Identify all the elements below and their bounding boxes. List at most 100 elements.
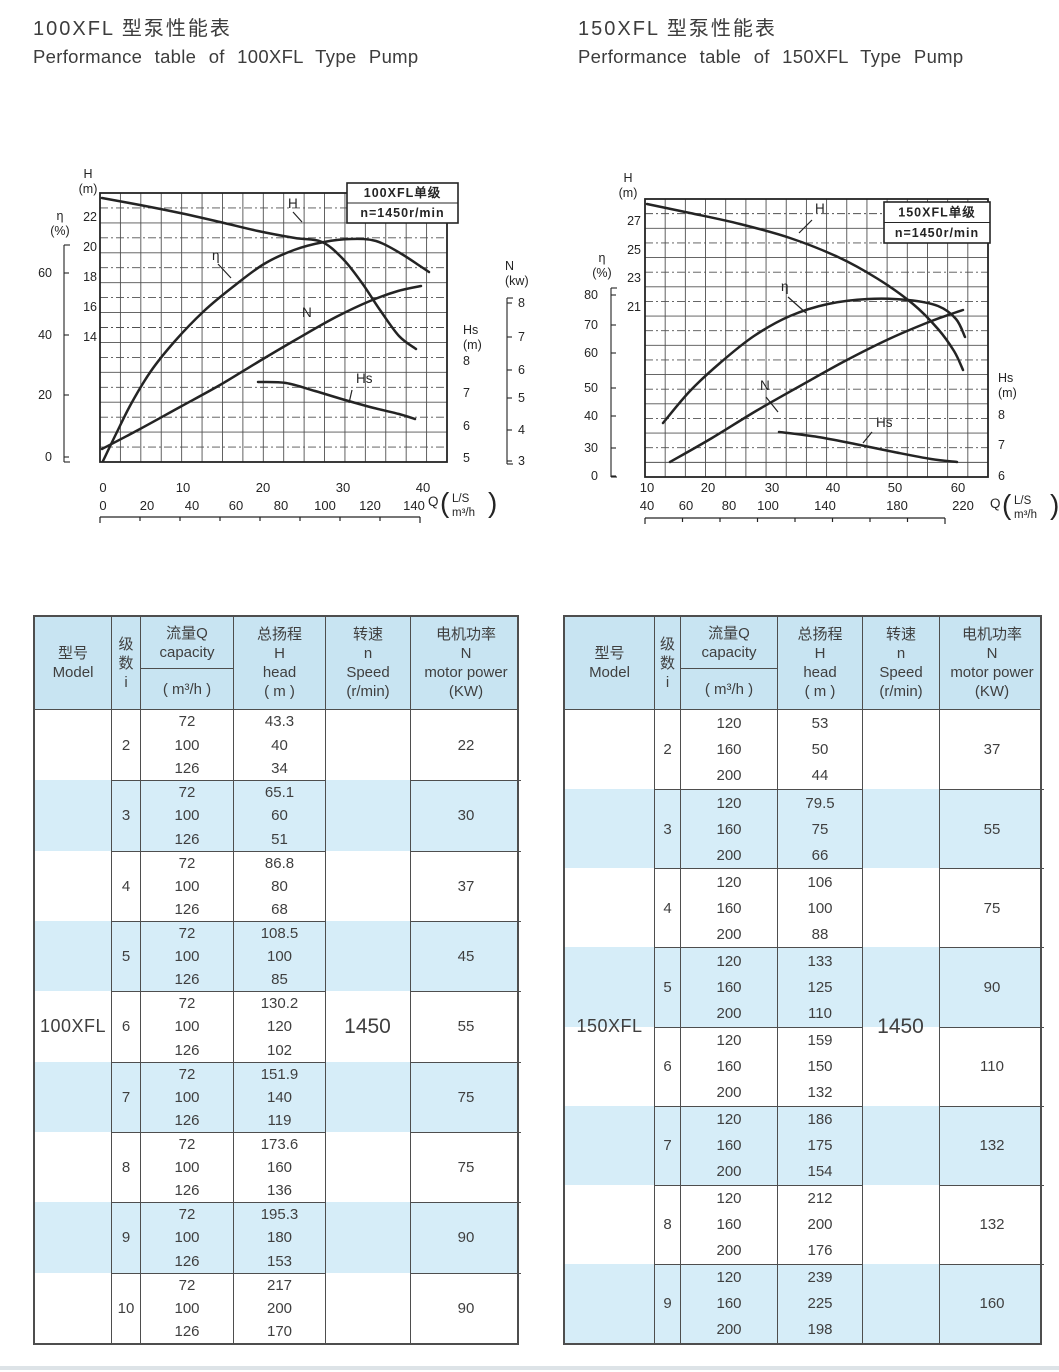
capacity-cell: 72 100 126 xyxy=(140,1202,233,1273)
head-value: 195.3 xyxy=(260,1206,299,1224)
table-group-row: 5 120 160 200 133 125 110 90 xyxy=(565,947,1044,1027)
head-value: 160 xyxy=(266,1159,293,1177)
svg-text:30: 30 xyxy=(584,441,598,455)
capacity-cell: 72 100 126 xyxy=(140,920,233,992)
header-capacity: 流量Q capacity ( m³/h ) xyxy=(680,617,777,709)
stage-cell: 9 xyxy=(654,1263,680,1343)
head-value: 50 xyxy=(811,741,829,759)
model-cell xyxy=(565,947,654,1026)
capacity-value: 200 xyxy=(716,1242,742,1260)
x-m3h: 40 60 80 100 140 180 220 xyxy=(640,498,974,513)
svg-text:(m): (m) xyxy=(998,386,1017,400)
svg-text:100: 100 xyxy=(314,498,336,513)
head-value: 51 xyxy=(271,830,288,848)
svg-text:(m): (m) xyxy=(619,186,638,200)
svg-text:40: 40 xyxy=(826,480,840,495)
stage-cell: 8 xyxy=(111,1131,140,1203)
capacity-value: 100 xyxy=(174,1018,200,1036)
model-cell xyxy=(565,789,654,868)
table-group-row: 9 72 100 126 195.3 180 153 90 xyxy=(35,1202,521,1273)
capacity-cell: 72 100 126 xyxy=(140,710,233,781)
power-cell: 37 xyxy=(939,710,1044,790)
svg-text:20: 20 xyxy=(701,480,715,495)
curve-label-arrow xyxy=(217,263,232,279)
head-value: 44 xyxy=(811,767,829,785)
power-cell: 160 xyxy=(939,1263,1044,1343)
svg-text:80: 80 xyxy=(584,288,598,302)
svg-text:(m): (m) xyxy=(79,182,98,196)
svg-text:Hs: Hs xyxy=(463,323,478,337)
header-text: H xyxy=(274,645,285,662)
svg-text:6: 6 xyxy=(998,469,1005,483)
header-text: 电机功率 xyxy=(435,626,496,643)
capacity-value: 126 xyxy=(174,760,200,778)
svg-text:Q: Q xyxy=(428,494,439,509)
speed-cell xyxy=(325,1061,410,1132)
stage-cell: 3 xyxy=(654,789,680,869)
head-cell: 108.5 100 85 xyxy=(233,920,325,992)
speed-cell xyxy=(862,1105,939,1185)
grid xyxy=(99,192,448,463)
svg-text:80: 80 xyxy=(722,498,736,513)
model-cell xyxy=(35,1273,111,1343)
capacity-value: 72 xyxy=(178,1276,196,1294)
svg-text:18: 18 xyxy=(83,270,97,284)
stage-cell: 7 xyxy=(654,1105,680,1185)
svg-text:20: 20 xyxy=(256,480,270,495)
axis-title: η(%) xyxy=(50,209,69,238)
speed-cell xyxy=(325,991,410,1062)
svg-text:): ) xyxy=(1050,489,1059,520)
head-value: 176 xyxy=(807,1242,833,1260)
head-value: 88 xyxy=(811,925,829,943)
svg-text:(: ( xyxy=(440,487,450,518)
svg-text:14: 14 xyxy=(83,330,97,344)
svg-text:7: 7 xyxy=(518,330,525,344)
curve-label-η: η xyxy=(212,248,220,263)
x-axis-ruler xyxy=(644,517,946,524)
axis-title: N(kw) xyxy=(505,259,529,288)
head-value: 60 xyxy=(271,807,288,825)
header-text: (KW) xyxy=(974,683,1010,700)
capacity-value: 200 xyxy=(716,846,742,864)
power-cell: 75 xyxy=(939,868,1044,948)
chart-title-box: 100XFL单级 n=1450r/min xyxy=(346,182,459,224)
svg-text:180: 180 xyxy=(886,498,908,513)
head-value: 65.1 xyxy=(264,784,295,802)
header-speed: 转速 n Speed (r/min) xyxy=(862,617,939,709)
svg-text:140: 140 xyxy=(814,498,836,513)
speed-cell xyxy=(325,710,410,781)
head-value: 173.6 xyxy=(260,1136,299,1154)
capacity-cell: 72 100 126 xyxy=(140,991,233,1062)
header-text: 数 xyxy=(659,654,675,672)
svg-text:50: 50 xyxy=(584,381,598,395)
header-model: 型号 Model xyxy=(35,617,111,709)
model-cell xyxy=(35,710,111,780)
head-cell: 65.1 60 51 xyxy=(233,780,325,851)
table-group-row: 6 120 160 200 159 150 132 110 xyxy=(565,1026,1044,1106)
x-ls: 0 10 20 30 40 xyxy=(99,480,430,495)
curve-label-H: H xyxy=(288,196,298,211)
head-value: 212 xyxy=(807,1190,833,1208)
capacity-value: 160 xyxy=(716,1216,742,1234)
head-value: 154 xyxy=(807,1163,833,1181)
svg-text:): ) xyxy=(488,487,497,518)
stage-cell: 5 xyxy=(111,920,140,992)
speed-cell xyxy=(325,1202,410,1273)
page-title-100xfl-en: Performance table of 100XFL Type Pump xyxy=(33,46,419,67)
head-value: 140 xyxy=(266,1088,293,1106)
svg-text:7: 7 xyxy=(463,386,470,400)
header-text: 转速 xyxy=(885,626,916,643)
stage-cell: 6 xyxy=(111,991,140,1062)
svg-text:40: 40 xyxy=(416,480,430,495)
axis-title: H(m) xyxy=(79,167,98,196)
table-group-row: 3 120 160 200 79.5 75 66 55 xyxy=(565,789,1044,869)
svg-text:20: 20 xyxy=(140,498,154,513)
capacity-cell: 120 160 200 xyxy=(680,1184,777,1264)
svg-text:60: 60 xyxy=(679,498,693,513)
head-value: 151.9 xyxy=(260,1065,299,1083)
svg-text:m³/h: m³/h xyxy=(452,507,475,519)
capacity-value: 200 xyxy=(716,1004,742,1022)
curve-N xyxy=(668,308,965,464)
